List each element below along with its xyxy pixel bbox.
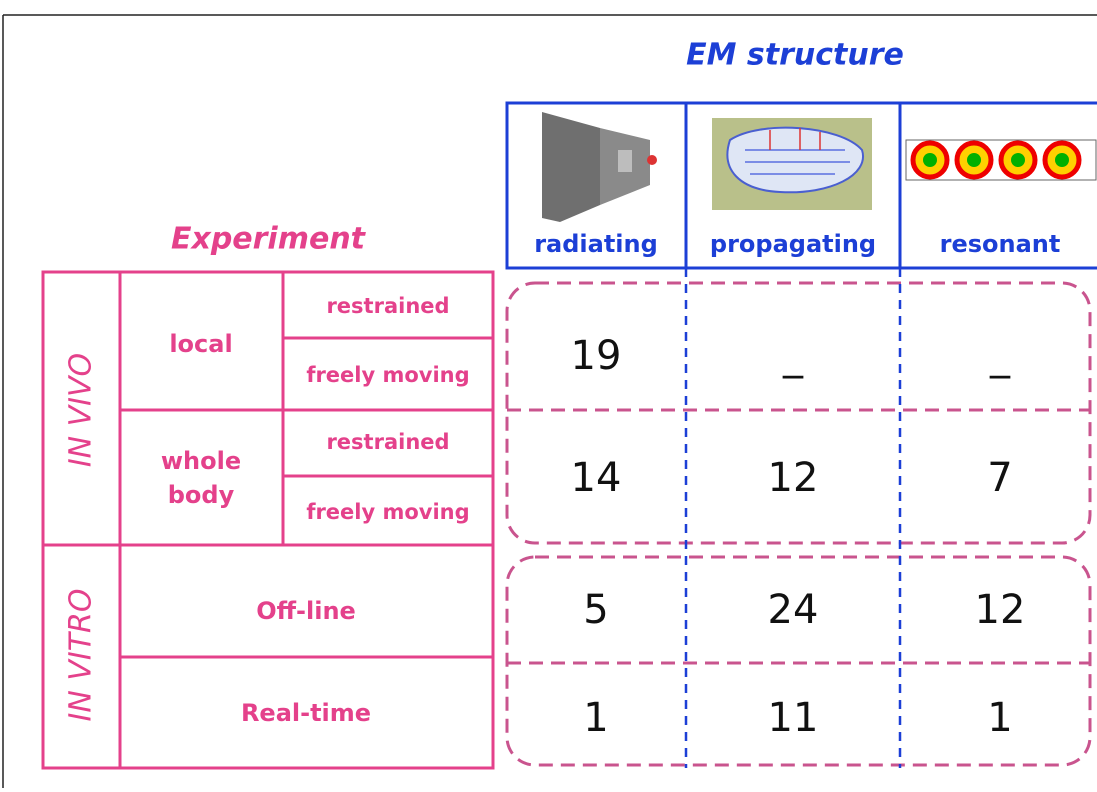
- experiment-title: Experiment: [171, 222, 367, 257]
- cell-value: _: [782, 333, 804, 379]
- in-vitro-row: Real-time: [241, 699, 371, 727]
- experiment-grid: [41, 270, 495, 770]
- cell-value: 5: [583, 587, 608, 633]
- condition-label: restrained: [326, 294, 449, 318]
- resonant-image: [905, 139, 1097, 181]
- results-grid: [505, 268, 1092, 768]
- cell-value: 7: [987, 455, 1012, 501]
- in-vitro-row: Off-line: [256, 597, 356, 625]
- em-title: EM structure: [686, 38, 904, 73]
- group-label: whole body: [161, 447, 241, 509]
- horn-image: [542, 112, 657, 222]
- condition-label: restrained: [326, 430, 449, 454]
- cell-value: 14: [571, 455, 622, 501]
- cell-value: 11: [768, 695, 819, 741]
- propagating-image: [712, 118, 872, 210]
- header-box: [505, 101, 1097, 270]
- column-label: radiating: [534, 230, 658, 258]
- cell-value: _: [989, 333, 1011, 379]
- condition-label: freely moving: [306, 500, 469, 524]
- cell-value: 1: [987, 695, 1012, 741]
- results: 19 _ _14 12 75 24 121 11 1: [571, 333, 1026, 741]
- in-vitro-label: IN VITRO: [64, 589, 99, 722]
- group-label: local: [169, 330, 232, 358]
- cell-value: 12: [975, 587, 1026, 633]
- condition-label: freely moving: [306, 363, 469, 387]
- column-label: resonant: [940, 230, 1061, 258]
- cell-value: 1: [583, 695, 608, 741]
- cell-value: 24: [768, 587, 819, 633]
- in-vivo-label: IN VIVO: [64, 353, 99, 467]
- cell-value: 19: [571, 333, 622, 379]
- column-label: propagating: [710, 230, 876, 258]
- cell-value: 12: [768, 455, 819, 501]
